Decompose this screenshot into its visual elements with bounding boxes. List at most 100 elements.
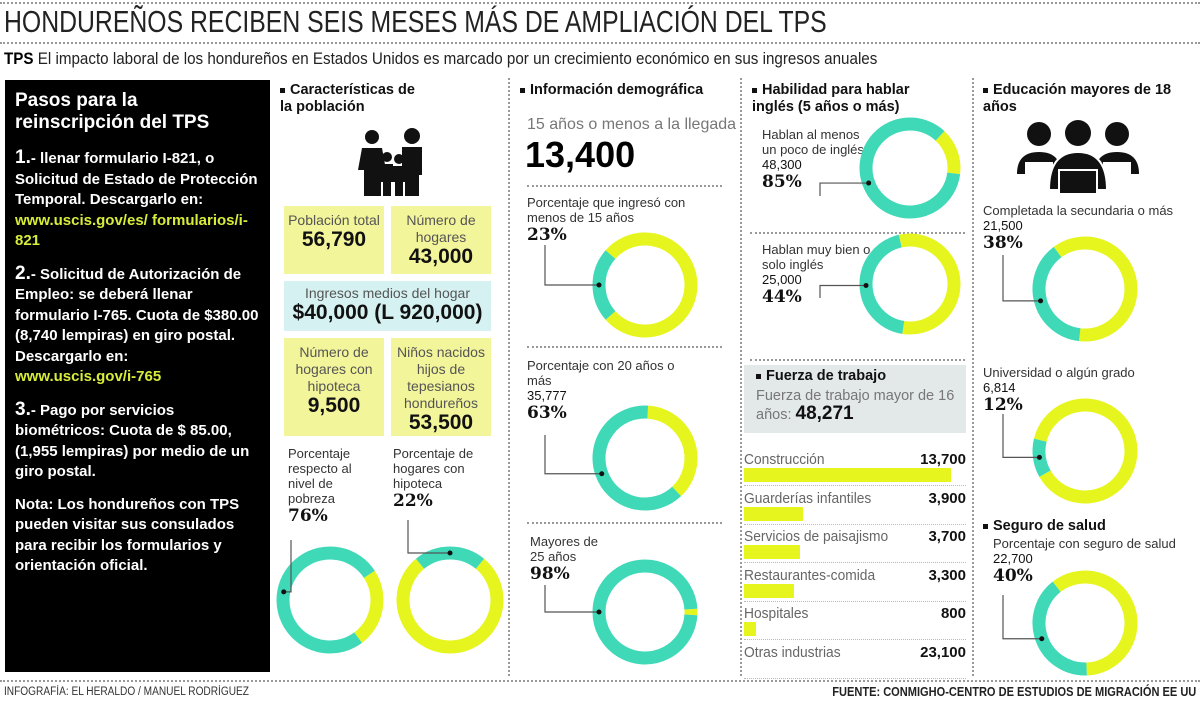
divider: [527, 185, 722, 187]
bar-row: Hospitales 800: [744, 602, 966, 640]
donut-label: Porcentaje de hogares con hipoteca: [393, 446, 474, 491]
donut-label: Porcentaje respecto al nivel de pobreza: [288, 446, 352, 506]
leader-dot: [596, 282, 602, 288]
step-link[interactable]: www.uscis.gov/i-765: [15, 368, 162, 385]
leader-dot: [599, 471, 605, 477]
donut-segment-other: [647, 405, 698, 497]
seguro-label: Porcentaje con seguro de salud 22,700 40%: [993, 536, 1198, 586]
box-value: 43,000: [408, 245, 474, 268]
family-icon: [358, 128, 422, 196]
box-label: Población total: [288, 212, 380, 228]
bar-label: Construcción: [744, 451, 825, 468]
footer-source: FUENTE: CONMIGHO-CENTRO DE ESTUDIOS DE M…: [831, 684, 1196, 699]
box-value: 56,790: [301, 228, 367, 251]
donut-label: Mayores de 25 años: [530, 534, 598, 564]
mayores25-label: Mayores de 25 años 98%: [530, 534, 610, 584]
column-divider: [972, 78, 974, 676]
educacion-heading: Educación mayores de 18 años: [983, 82, 1183, 116]
donut-segment-other: [1052, 570, 1138, 676]
box-value: 9,500: [307, 394, 361, 417]
donut-percent: 85%: [762, 172, 802, 192]
bar-label: Servicios de paisajismo: [744, 528, 889, 545]
leader-dot: [281, 589, 287, 595]
title-divider: [0, 42, 1200, 44]
donut-segment-value: [592, 405, 682, 511]
bar-label: Guarderías infantiles: [744, 489, 872, 507]
educacion-title: Educación mayores de 18 años: [983, 82, 1172, 115]
leader-dot: [447, 550, 453, 556]
column-divider: [740, 78, 742, 676]
donut-segment-other: [898, 233, 961, 335]
donut-segment-value: [1032, 581, 1087, 676]
donut-label: Porcentaje que ingresó con menos de 15 a…: [527, 195, 686, 225]
bar-value: 3,900: [928, 489, 966, 507]
steps-note: Nota: Los hondureños con TPS pueden visi…: [15, 495, 240, 575]
column-divider: [508, 78, 510, 676]
poco-ingles-label: Hablan al menos un poco de inglés 48,300 8…: [762, 127, 872, 192]
step-3: 3.- Pago por servicios biométricos: Cuot…: [15, 399, 262, 483]
steps-panel: Pasos para la reinscripción del TPS 1.- …: [5, 80, 270, 672]
donut-count: 6,814: [983, 380, 1016, 395]
fuerza-heading: Fuerza de trabajo: [756, 368, 966, 385]
students-laptop-icon: [1017, 118, 1139, 194]
box-value: $40,000 (L 920,000): [292, 301, 483, 324]
bar-value: 800: [940, 605, 966, 622]
demografia-title: Información demográfica: [530, 82, 704, 98]
divider: [527, 346, 722, 348]
footer-divider: [0, 680, 1200, 682]
donut-segment-value: [592, 559, 698, 665]
divider: [750, 359, 965, 361]
poblacion-title: Características de la población: [280, 82, 415, 115]
donut-count: 48,300: [762, 157, 802, 172]
donut-segment-other: [1033, 398, 1138, 504]
step-number: 2.: [15, 262, 31, 284]
step-text: - Pago por servicios biométricos: Cuota …: [15, 401, 250, 481]
leader-line: [407, 520, 450, 554]
bar-row: Guarderías infantiles 3,900: [744, 487, 966, 525]
box-label: Ingresos medios del hogar: [305, 285, 470, 301]
bar-value: 3,300: [928, 566, 966, 584]
fuerza-value: 48,271: [795, 403, 854, 424]
donut-count: 25,000: [762, 272, 802, 287]
leader-line: [544, 245, 599, 286]
hipoteca-pct-label: Porcentaje de hogares con hipoteca 22%: [393, 446, 493, 511]
muy-bien-label: Hablan muy bien o solo inglés 25,000 44%: [762, 242, 872, 307]
salud-heading: Seguro de salud: [983, 518, 1183, 535]
mas20-label: Porcentaje con 20 años o más 35,777 63%: [527, 358, 677, 423]
donut-percent: 40%: [993, 566, 1033, 586]
demografia-heading: Información demográfica: [520, 82, 740, 99]
bar-label: Hospitales: [744, 605, 809, 622]
donut-segment-other: [935, 131, 961, 175]
hipoteca-box: Número de hogares con hipoteca 9,500: [284, 338, 384, 436]
step-number: 1.: [15, 147, 31, 168]
donut-percent: 44%: [762, 287, 802, 307]
bar-row: Restaurantes-comida 3,300: [744, 564, 966, 602]
bar: [744, 506, 803, 521]
donut-segment-value: [592, 250, 616, 320]
ingresos-box: Ingresos medios del hogar $40,000 (L 920,…: [284, 281, 491, 331]
donut-segment-other: [396, 558, 504, 654]
step-text: - Solicitud de Autorización de Empleo: s…: [15, 265, 259, 365]
bar-value: 3,700: [928, 528, 966, 545]
bar-label: Restaurantes-comida: [744, 566, 876, 584]
leader-line: [1002, 595, 1042, 640]
donut-percent: 22%: [393, 491, 433, 511]
subtitle-text: El impacto laboral de los hondureños en …: [37, 50, 878, 68]
leader-dot: [1039, 636, 1045, 642]
universidad-label: Universidad o algún grado 6,814 12%: [983, 365, 1198, 415]
donut-segment-other: [1053, 236, 1138, 342]
donut-menos15: [544, 232, 698, 338]
donut-segment-value: [276, 546, 375, 654]
donut-segment-other: [605, 232, 698, 338]
subtitle: TPS El impacto laboral de los hondureños…: [4, 50, 877, 69]
step-text: - llenar formulario I-821, o Solicitud d…: [15, 150, 258, 208]
bar: [744, 545, 800, 559]
donut-label: Porcentaje con 20 años o más: [527, 358, 675, 388]
box-label: Número de hogares: [406, 212, 476, 245]
bar-label: Otras industrias: [744, 643, 841, 661]
donut-label: Completada la secundaria o más: [983, 203, 1174, 218]
step-link[interactable]: www.uscis.gov/es/ formularios/i-821: [15, 211, 248, 250]
fuerza-text: Fuerza de trabajo mayor de 16 años: 48,2…: [756, 387, 956, 424]
bar-row: Servicios de paisajismo 3,700: [744, 525, 966, 563]
steps-title: Pasos para la reinscripción del TPS: [15, 90, 210, 133]
